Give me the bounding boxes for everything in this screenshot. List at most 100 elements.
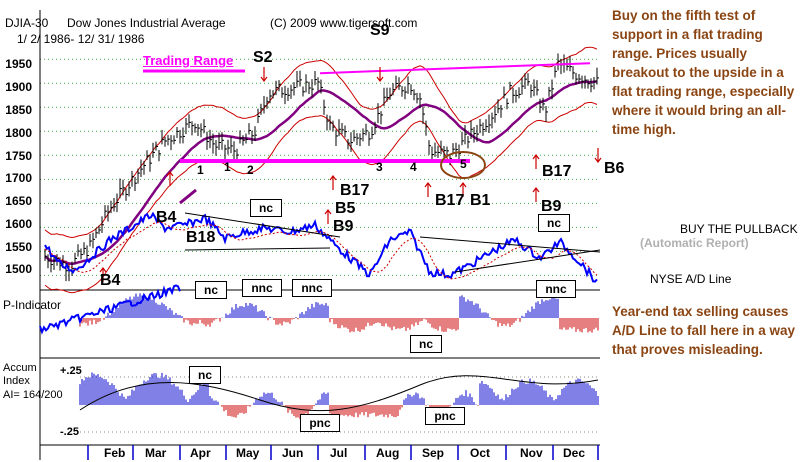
month-label: Apr	[190, 446, 211, 460]
signal-b18: B18	[186, 229, 216, 246]
index-label: Index	[3, 375, 30, 387]
y-tick-label: 1550	[5, 240, 32, 254]
accum-label: Accum	[3, 362, 37, 374]
month-ticks	[87, 445, 599, 460]
ad-line-path	[44, 211, 598, 283]
nc-box: nc	[410, 335, 442, 353]
signal-b5: B5	[335, 200, 356, 217]
nnc-box: nnc	[292, 279, 332, 297]
date-range: 1/ 2/ 1986- 12/ 31/ 1986	[17, 32, 145, 46]
ai-label: AI= 164/200	[3, 389, 63, 401]
month-label: Aug	[376, 446, 400, 460]
buy-arrowhead	[329, 175, 337, 181]
signal-b1: B1	[470, 192, 491, 209]
buy-arrowhead	[99, 267, 107, 273]
signal-b9: B9	[541, 198, 562, 215]
month-label: Oct	[470, 446, 491, 460]
y-tick-label: 1650	[5, 194, 32, 208]
buy-arrowhead	[532, 154, 540, 160]
month-label: May	[236, 446, 260, 460]
automatic-report-label: (Automatic Report)	[640, 236, 749, 250]
index-name: Dow Jones Industrial Average	[67, 16, 226, 30]
signal-b17: B17	[435, 192, 465, 209]
nyse-ad-label: NYSE A/D Line	[650, 272, 732, 286]
symbol-label: DJIA-30	[5, 16, 49, 30]
test-number: 2	[247, 163, 254, 177]
p-indicator-histogram	[39, 284, 599, 335]
accum-top-label: +.25	[60, 365, 82, 377]
sell-arrowhead	[260, 76, 268, 82]
ad-trendline	[454, 249, 601, 273]
pnc-box: pnc	[425, 407, 465, 425]
month-label: Nov	[520, 446, 543, 460]
ad-trendline	[184, 212, 341, 238]
commentary-main: Buy on the fifth test of support in a fl…	[612, 8, 795, 137]
pnc-box: pnc	[300, 414, 340, 432]
test-number: 1	[224, 160, 231, 174]
signal-b6: B6	[604, 160, 625, 177]
b4-mark	[179, 188, 197, 205]
nc-box: nc	[189, 366, 221, 384]
signal-b4: B4	[156, 209, 177, 226]
y-tick-label: 1500	[5, 262, 32, 276]
month-label: Jun	[282, 446, 304, 460]
y-tick-label: 1900	[5, 80, 32, 94]
buy-arrowhead	[166, 171, 174, 177]
resistance-line	[319, 62, 591, 75]
nnc-box: nnc	[242, 279, 282, 297]
y-tick-label: 1700	[5, 171, 32, 185]
buy-arrowhead	[324, 209, 332, 215]
nc-box: nc	[538, 214, 570, 232]
buy-arrowhead	[459, 182, 467, 188]
y-tick-label: 1750	[5, 149, 32, 163]
signal-s9: S9	[370, 22, 390, 39]
y-tick-label: 1950	[5, 57, 32, 71]
sell-arrowhead	[594, 157, 602, 163]
grid-lines	[40, 58, 600, 276]
ad-line	[44, 211, 601, 283]
month-label: Mar	[145, 446, 167, 460]
y-tick-label: 1850	[5, 103, 32, 117]
month-label: Feb	[104, 446, 126, 460]
test-number: 5	[460, 157, 467, 171]
buy-arrowhead	[424, 182, 432, 188]
signal-b9: B9	[333, 218, 354, 235]
buy-pullback-label: BUY THE PULLBACK	[680, 222, 798, 236]
signal-b17: B17	[542, 163, 572, 180]
price-bars	[44, 53, 599, 282]
p-indicator-line	[39, 284, 181, 335]
ad-trendline	[419, 236, 601, 253]
nc-box: nc	[250, 199, 282, 217]
nc-box: nc	[195, 281, 227, 299]
buy-arrowhead	[532, 187, 540, 193]
nnc-box: nnc	[536, 280, 576, 298]
commentary-yearend: Year-end tax selling causes A/D Line to …	[612, 304, 796, 357]
trading-range-label: Trading Range	[143, 53, 234, 68]
test-number: 3	[376, 160, 383, 174]
copyright: (C) 2009 www.tigersoft.com	[270, 16, 418, 30]
ad-trendline	[184, 247, 331, 251]
month-label: Dec	[563, 446, 586, 460]
y-tick-label: 1800	[5, 126, 32, 140]
upper-band	[44, 46, 598, 239]
ad-ma-path	[44, 221, 598, 280]
sell-arrowhead	[376, 76, 384, 82]
accum-bottom-label: -.25	[60, 426, 79, 438]
y-tick-label: 1600	[5, 217, 32, 231]
month-label: Jul	[330, 446, 348, 460]
accum-ma	[79, 375, 599, 412]
test-number: 4	[410, 160, 417, 174]
fifth-test-circle	[440, 151, 486, 179]
p-indicator-label: P-Indicator	[3, 298, 62, 312]
trading-range-lines	[143, 62, 591, 205]
moving-average	[44, 80, 598, 266]
test-number: 1	[197, 163, 204, 177]
signal-b4: B4	[100, 272, 121, 289]
lower-band	[44, 101, 598, 294]
accum-index-histogram	[79, 372, 599, 420]
month-label: Sep	[422, 446, 445, 460]
signal-arrows	[99, 67, 602, 282]
signal-s2: S2	[253, 49, 273, 66]
signal-b17: B17	[340, 182, 370, 199]
